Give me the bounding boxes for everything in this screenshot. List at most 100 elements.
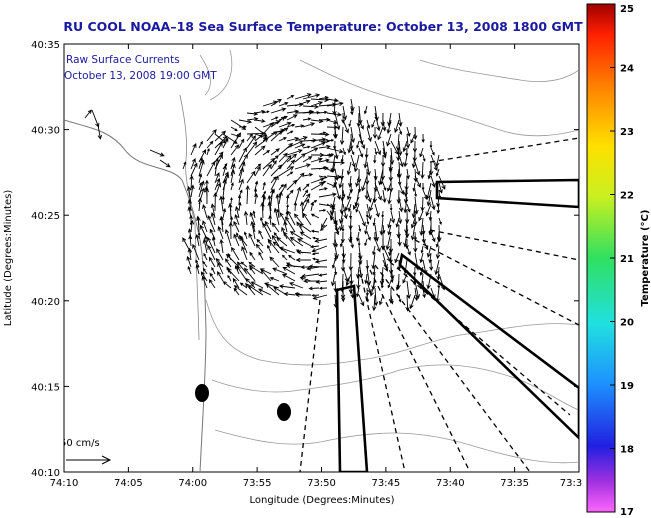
- current-vector: [294, 136, 308, 142]
- current-vector: [238, 125, 248, 129]
- current-vector: [195, 264, 200, 275]
- current-vector: [278, 191, 283, 205]
- current-vector: [355, 287, 360, 298]
- current-vector: [366, 266, 372, 286]
- current-vector: [430, 154, 438, 172]
- current-vector: [310, 177, 325, 184]
- current-vector: [270, 188, 275, 205]
- current-vector: [363, 154, 368, 169]
- current-vector: [430, 147, 435, 156]
- current-vector: [412, 182, 416, 192]
- current-vector: [252, 210, 256, 219]
- current-vector: [222, 137, 229, 149]
- current-vector: [262, 222, 272, 240]
- current-vector: [382, 259, 389, 272]
- x-tick-label: 73:55: [243, 478, 272, 489]
- current-vector: [233, 220, 240, 233]
- current-vector: [296, 249, 312, 255]
- y-axis: 40:10 40:15 40:20 40:25 40:30 40:35: [31, 40, 579, 479]
- current-vector: [255, 243, 264, 254]
- current-vector: [202, 260, 208, 268]
- current-vector: [201, 275, 208, 289]
- current-vector: [421, 133, 425, 144]
- current-vector: [238, 147, 247, 163]
- y-tick-label: 40:10: [31, 468, 60, 479]
- current-vector: [357, 238, 361, 247]
- current-vector: [211, 236, 216, 247]
- current-vector: [275, 193, 280, 212]
- current-vector: [302, 122, 316, 128]
- current-vector: [333, 294, 338, 309]
- current-vector: [374, 238, 381, 253]
- colorbar-tick-label: 22: [620, 191, 634, 202]
- current-vector: [308, 286, 320, 291]
- current-vector: [198, 180, 205, 198]
- current-vector: [410, 224, 416, 241]
- current-vector: [382, 224, 386, 234]
- current-vector: [209, 272, 216, 282]
- current-vector: [426, 245, 432, 258]
- current-vector: [286, 203, 289, 212]
- current-vector: [226, 267, 240, 282]
- current-vector: [97, 124, 103, 140]
- current-vector: [414, 287, 419, 302]
- current-vector: [350, 147, 355, 156]
- current-vector: [409, 294, 416, 310]
- current-vector: [435, 154, 440, 168]
- current-vector: [250, 281, 264, 289]
- current-vector: [190, 157, 196, 170]
- current-vector: [371, 294, 377, 312]
- current-vector: [344, 196, 352, 212]
- current-vector: [233, 285, 248, 296]
- current-vector: [245, 184, 250, 205]
- current-vector: [426, 273, 432, 290]
- current-vector: [429, 259, 434, 271]
- current-vector: [302, 183, 310, 191]
- x-tick-label: 73:35: [500, 478, 529, 489]
- current-vector: [216, 248, 224, 261]
- current-vector: [265, 283, 280, 296]
- current-vector: [192, 243, 200, 261]
- current-vector: [348, 280, 354, 295]
- current-vector: [301, 273, 320, 279]
- colorbar-tick-label: 23: [620, 127, 634, 138]
- current-vector: [195, 259, 200, 268]
- current-vector: [318, 192, 337, 198]
- current-vector: [306, 266, 320, 271]
- current-vector: [318, 131, 327, 135]
- current-vector: [347, 189, 352, 201]
- current-vector: [398, 112, 403, 127]
- current-vector: [389, 203, 393, 212]
- current-vector: [422, 238, 429, 251]
- current-vector: [348, 203, 352, 213]
- current-vector: [198, 159, 205, 177]
- current-vector: [398, 196, 404, 213]
- current-vector: [231, 246, 240, 261]
- current-vector: [435, 245, 441, 260]
- current-vector: [326, 147, 344, 154]
- current-vector: [281, 273, 296, 282]
- current-vector: [358, 224, 362, 232]
- current-vector: [230, 163, 236, 177]
- current-vector: [398, 126, 403, 136]
- current-vector: [258, 229, 264, 240]
- current-vector: [271, 234, 280, 247]
- current-vector: [222, 165, 227, 177]
- coastline: [64, 119, 207, 472]
- current-vector: [219, 238, 224, 254]
- current-vector: [216, 271, 224, 282]
- current-vector: [217, 261, 224, 275]
- current-vector: [350, 126, 356, 144]
- current-vector: [238, 178, 244, 191]
- current-vector: [240, 261, 248, 268]
- current-vector: [298, 223, 312, 233]
- current-vector: [425, 182, 432, 200]
- current-vector: [396, 147, 401, 162]
- current-vector: [397, 231, 402, 247]
- current-vector: [318, 166, 327, 170]
- y-tick-label: 40:35: [31, 40, 60, 51]
- current-vector: [302, 193, 311, 205]
- current-vector: [342, 189, 346, 198]
- current-vector: [286, 149, 303, 156]
- current-vector: [312, 294, 328, 300]
